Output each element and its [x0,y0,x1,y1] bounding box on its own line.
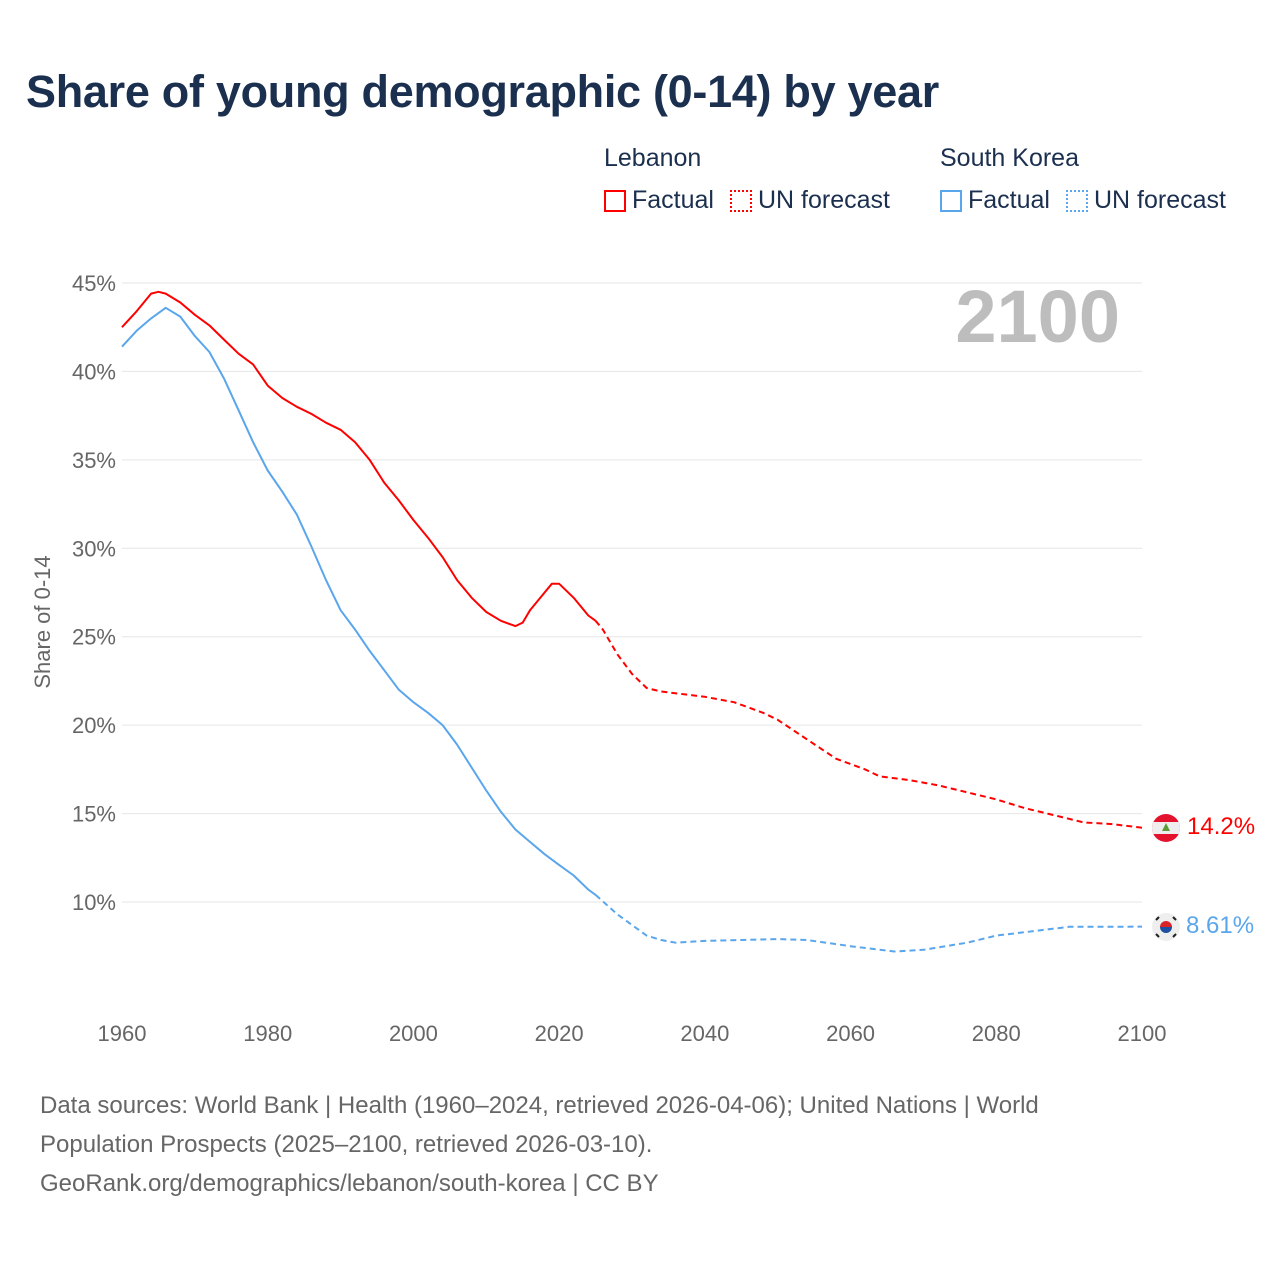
chart-title: Share of young demographic (0-14) by yea… [26,66,939,117]
y-tick-label: 30% [72,536,116,561]
legend-lebanon: Lebanon Factual UN forecast [604,144,890,215]
y-tick-label: 35% [72,448,116,473]
footer-line: Data sources: World Bank | Health (1960–… [40,1092,1039,1119]
end-label-south-korea: 8.61% [1186,912,1254,939]
lebanon-flag-icon [1152,814,1180,842]
x-tick-label: 2100 [1118,1021,1167,1046]
y-tick-label: 45% [72,271,116,296]
legend-label: UN forecast [757,186,890,214]
y-tick-label: 20% [72,713,116,738]
dotted-swatch-icon [1065,189,1088,212]
footer-link[interactable]: GeoRank.org/demographics/lebanon/south-k… [40,1170,659,1197]
legend-country-name: Lebanon [604,144,702,172]
legend-label: Factual [968,186,1050,214]
x-tick-label: 2000 [389,1021,438,1046]
legend-south-korea: South Korea Factual UN forecast [940,144,1226,215]
y-tick-label: 25% [72,625,116,650]
south-korea-flag-icon [1152,913,1180,941]
legend-item-south-korea-factual[interactable]: Factual [940,186,1050,215]
year-indicator: 2100 [955,275,1120,358]
legend-label: UN forecast [1093,186,1226,214]
x-tick-label: 2020 [535,1021,584,1046]
y-tick-label: 15% [72,802,116,827]
legend-item-lebanon-forecast[interactable]: UN forecast [729,186,890,215]
y-axis-label: Share of 0-14 [30,555,55,688]
footer-line: Population Prospects (2025–2100, retriev… [40,1131,653,1158]
south-korea-factual-line [121,306,597,896]
legend-country-name: South Korea [940,144,1079,172]
x-tick-label: 2040 [680,1021,729,1046]
solid-swatch-icon [604,189,626,212]
legend-label: Factual [632,186,714,214]
y-tick-label: 40% [72,359,116,384]
y-tick-label: 10% [72,890,116,915]
dotted-swatch-icon [729,189,752,212]
south-korea-forecast-line [594,894,1143,953]
lebanon-forecast-line [594,620,1143,829]
legend-item-south-korea-forecast[interactable]: UN forecast [1065,186,1226,215]
lebanon-factual-line [121,290,597,628]
x-tick-label: 2080 [972,1021,1021,1046]
x-tick-label: 2060 [826,1021,875,1046]
footer-sources: Data sources: World Bank | Health (1960–… [40,1086,1200,1203]
solid-swatch-icon [940,189,962,212]
legend-item-lebanon-factual[interactable]: Factual [604,186,714,215]
x-tick-label: 1980 [243,1021,292,1046]
end-label-lebanon: 14.2% [1187,813,1255,840]
x-tick-label: 1960 [98,1021,147,1046]
